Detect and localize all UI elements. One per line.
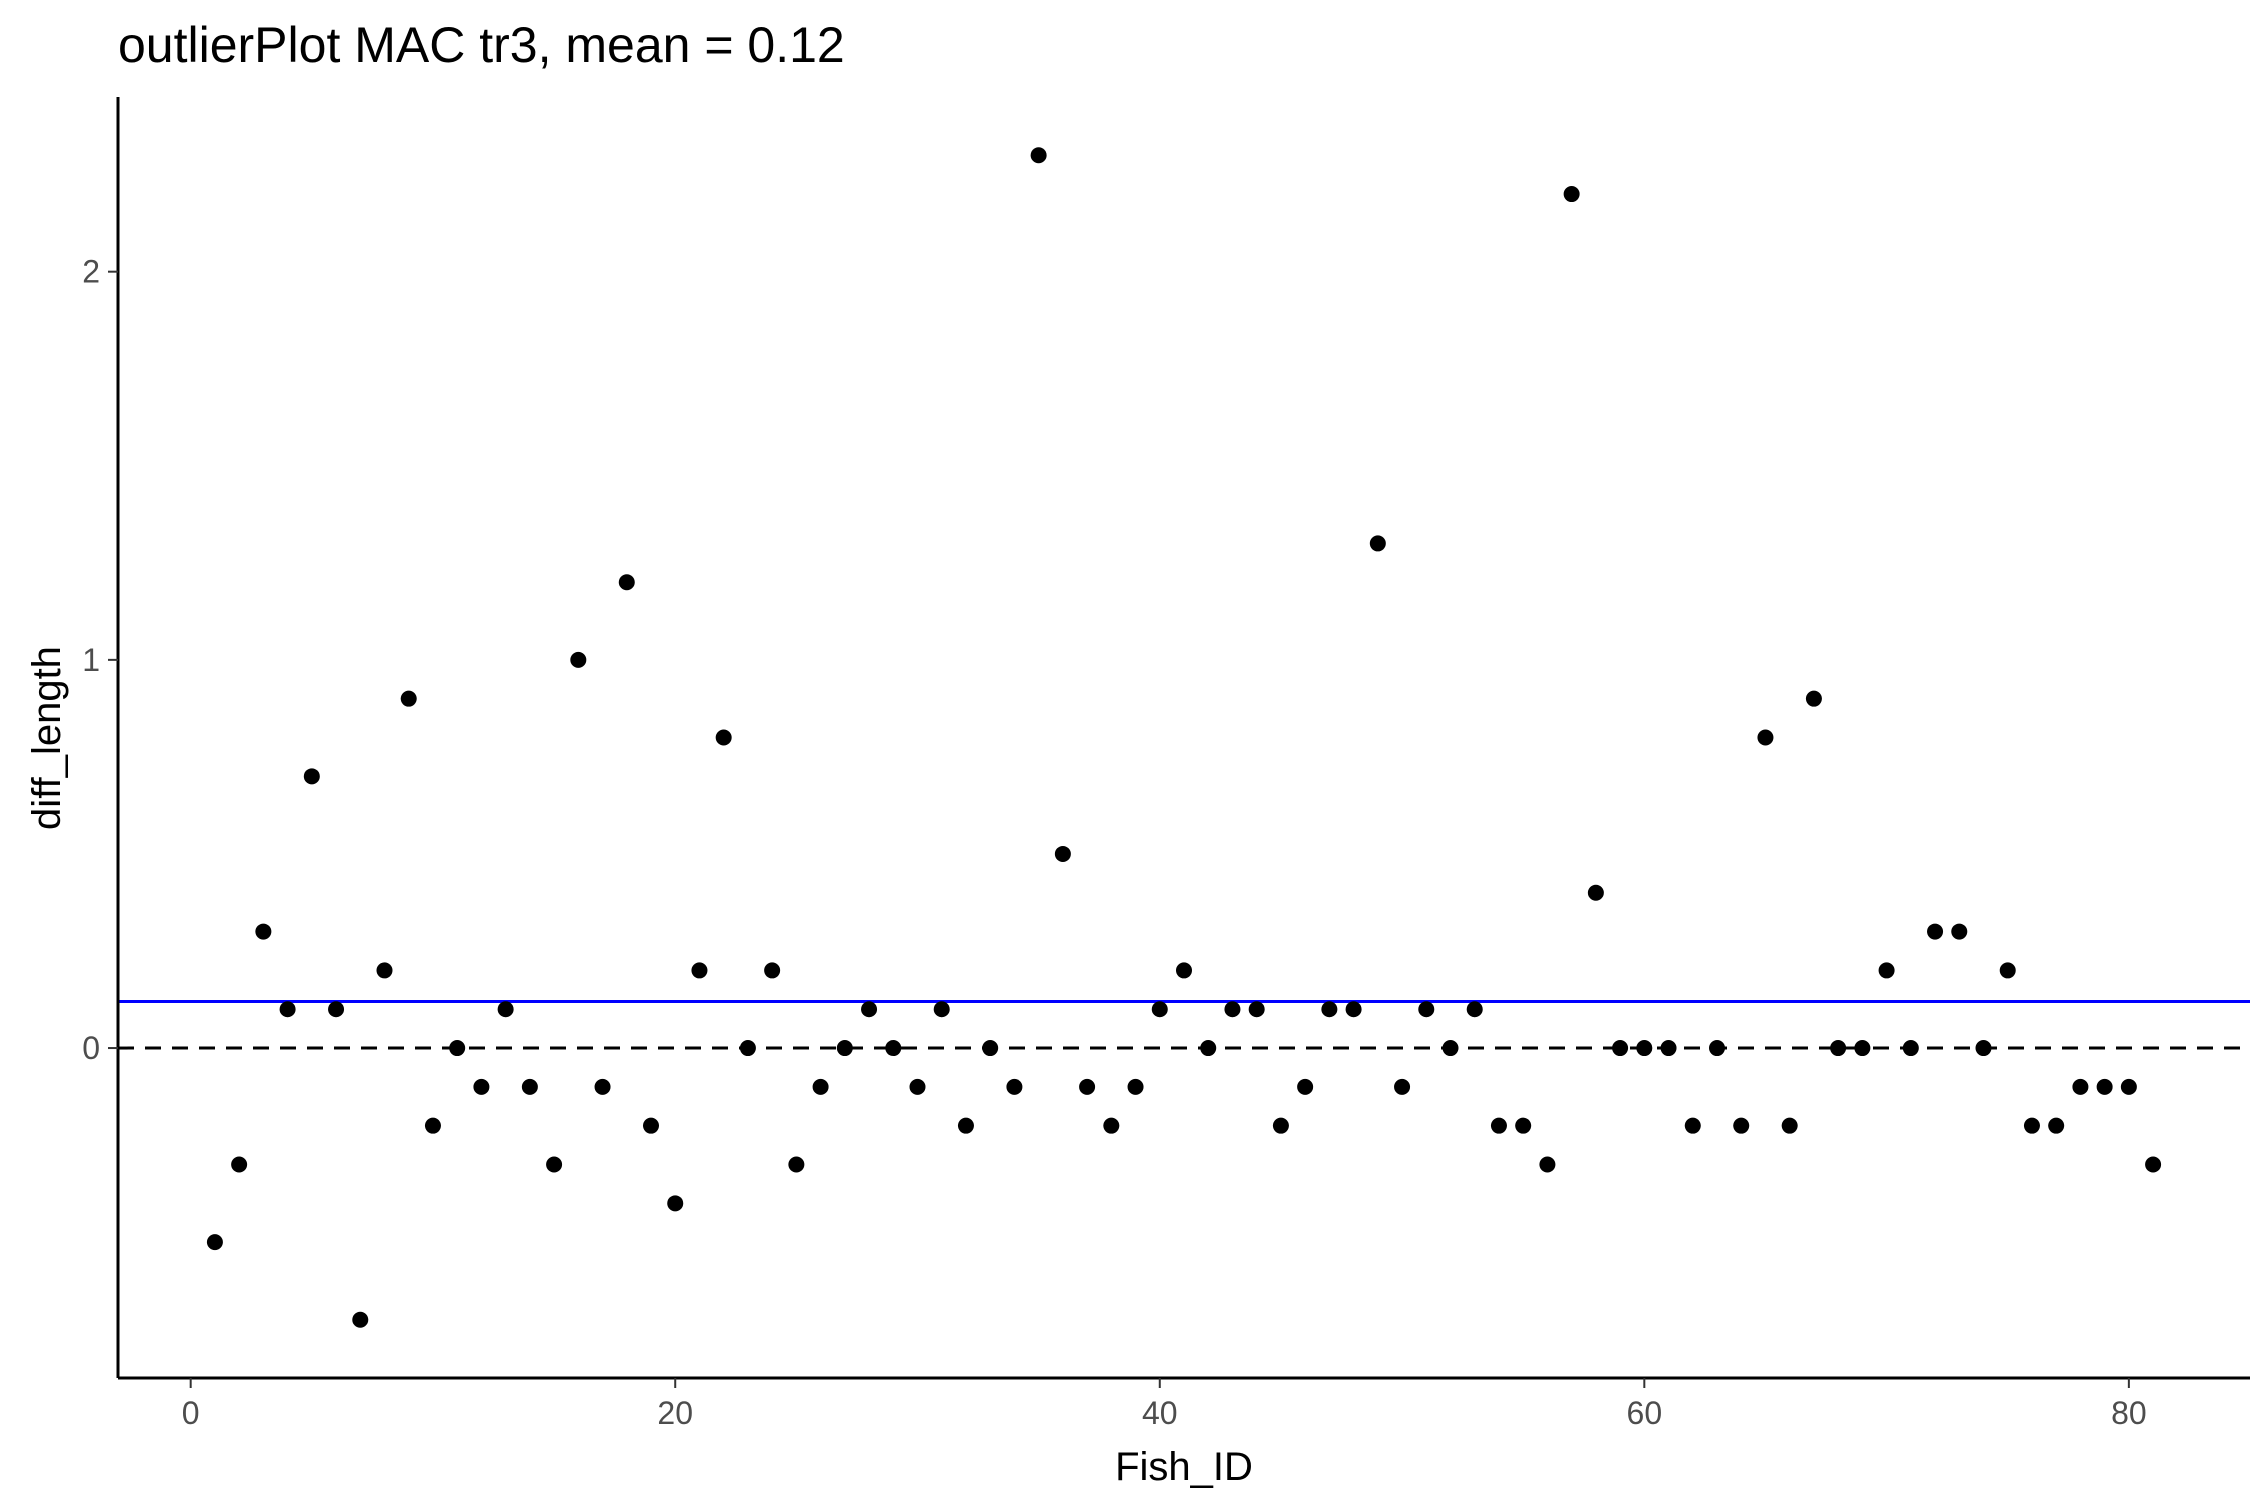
data-point	[1684, 1117, 1701, 1134]
data-point	[328, 1001, 345, 1018]
y-tick-label: 0	[82, 1030, 100, 1066]
data-point	[933, 1001, 950, 1018]
data-point	[1345, 1001, 1362, 1018]
data-point	[473, 1078, 490, 1095]
x-axis-title: Fish_ID	[1115, 1445, 1253, 1489]
data-point	[1878, 962, 1895, 979]
data-point	[376, 962, 393, 979]
data-point	[1321, 1001, 1338, 1018]
data-point	[1660, 1040, 1677, 1057]
data-point	[206, 1234, 223, 1251]
data-point	[594, 1078, 611, 1095]
data-point	[2096, 1078, 2113, 1095]
data-point	[231, 1156, 248, 1173]
data-points	[206, 147, 2162, 1328]
data-point	[1224, 1001, 1241, 1018]
data-point	[1515, 1117, 1532, 1134]
data-point	[618, 574, 635, 591]
data-point	[1418, 1001, 1435, 1018]
x-tick-label: 80	[2111, 1395, 2147, 1431]
data-point	[1854, 1040, 1871, 1057]
data-point	[2120, 1078, 2137, 1095]
data-point	[1079, 1078, 1096, 1095]
data-point	[1757, 729, 1774, 746]
y-tick-label: 1	[82, 642, 100, 678]
y-axis-ticks: 0 1 2	[82, 254, 118, 1066]
data-point	[1612, 1040, 1629, 1057]
data-point	[1539, 1156, 1556, 1173]
data-point	[1587, 884, 1604, 901]
data-point	[1563, 186, 1580, 203]
data-point	[1200, 1040, 1217, 1057]
data-point	[1902, 1040, 1919, 1057]
data-point	[2072, 1078, 2089, 1095]
data-point	[957, 1117, 974, 1134]
data-point	[764, 962, 781, 979]
data-point	[1127, 1078, 1144, 1095]
data-point	[667, 1195, 684, 1212]
y-axis-title: diff_length	[25, 646, 69, 830]
data-point	[255, 923, 272, 940]
data-point	[1006, 1078, 1023, 1095]
data-point	[1709, 1040, 1725, 1057]
data-point	[1297, 1078, 1314, 1095]
data-point	[909, 1078, 926, 1095]
data-point	[1636, 1040, 1653, 1057]
data-point	[1369, 535, 1386, 552]
chart-title: outlierPlot MAC tr3, mean = 0.12	[118, 17, 845, 73]
data-point	[1394, 1078, 1411, 1095]
data-point	[861, 1001, 878, 1018]
data-point	[1176, 962, 1192, 979]
data-point	[449, 1040, 466, 1057]
data-point	[352, 1311, 369, 1328]
x-tick-label: 20	[657, 1395, 693, 1431]
data-point	[1999, 962, 2016, 979]
data-point	[836, 1040, 853, 1057]
data-point	[1272, 1117, 1289, 1134]
data-point	[1442, 1040, 1459, 1057]
data-point	[303, 768, 320, 785]
data-point	[424, 1117, 441, 1134]
data-point	[1054, 845, 1071, 862]
axes	[116, 97, 2250, 1380]
data-point	[1781, 1117, 1798, 1134]
data-point	[715, 729, 732, 746]
data-point	[570, 651, 587, 668]
x-tick-label: 40	[1142, 1395, 1178, 1431]
data-point	[1151, 1001, 1168, 1018]
y-tick-label: 2	[82, 254, 100, 290]
data-point	[1951, 923, 1968, 940]
data-point	[521, 1078, 538, 1095]
data-point	[788, 1156, 805, 1173]
data-point	[546, 1156, 563, 1173]
data-point	[1830, 1040, 1847, 1057]
x-tick-label: 0	[182, 1395, 200, 1431]
data-point	[279, 1001, 296, 1018]
data-point	[2145, 1156, 2162, 1173]
data-point	[885, 1040, 902, 1057]
data-point	[1927, 923, 1944, 940]
data-point	[1975, 1040, 1992, 1057]
x-tick-label: 60	[1627, 1395, 1663, 1431]
data-point	[400, 690, 417, 707]
data-point	[497, 1001, 514, 1018]
data-point	[1733, 1117, 1750, 1134]
data-point	[1030, 147, 1047, 164]
data-point	[982, 1040, 999, 1057]
data-point	[1466, 1001, 1483, 1018]
data-point	[1490, 1117, 1507, 1134]
data-point	[2048, 1117, 2065, 1134]
data-point	[643, 1117, 659, 1134]
data-point	[1248, 1001, 1265, 1018]
data-point	[2023, 1117, 2040, 1134]
data-point	[1103, 1117, 1120, 1134]
x-axis-ticks: 0 20 40 60 80	[182, 1378, 2147, 1431]
data-point	[739, 1040, 756, 1057]
data-point	[1805, 690, 1822, 707]
plot-reference-lines	[118, 999, 2250, 1050]
data-point	[691, 962, 708, 979]
data-point	[812, 1078, 829, 1095]
